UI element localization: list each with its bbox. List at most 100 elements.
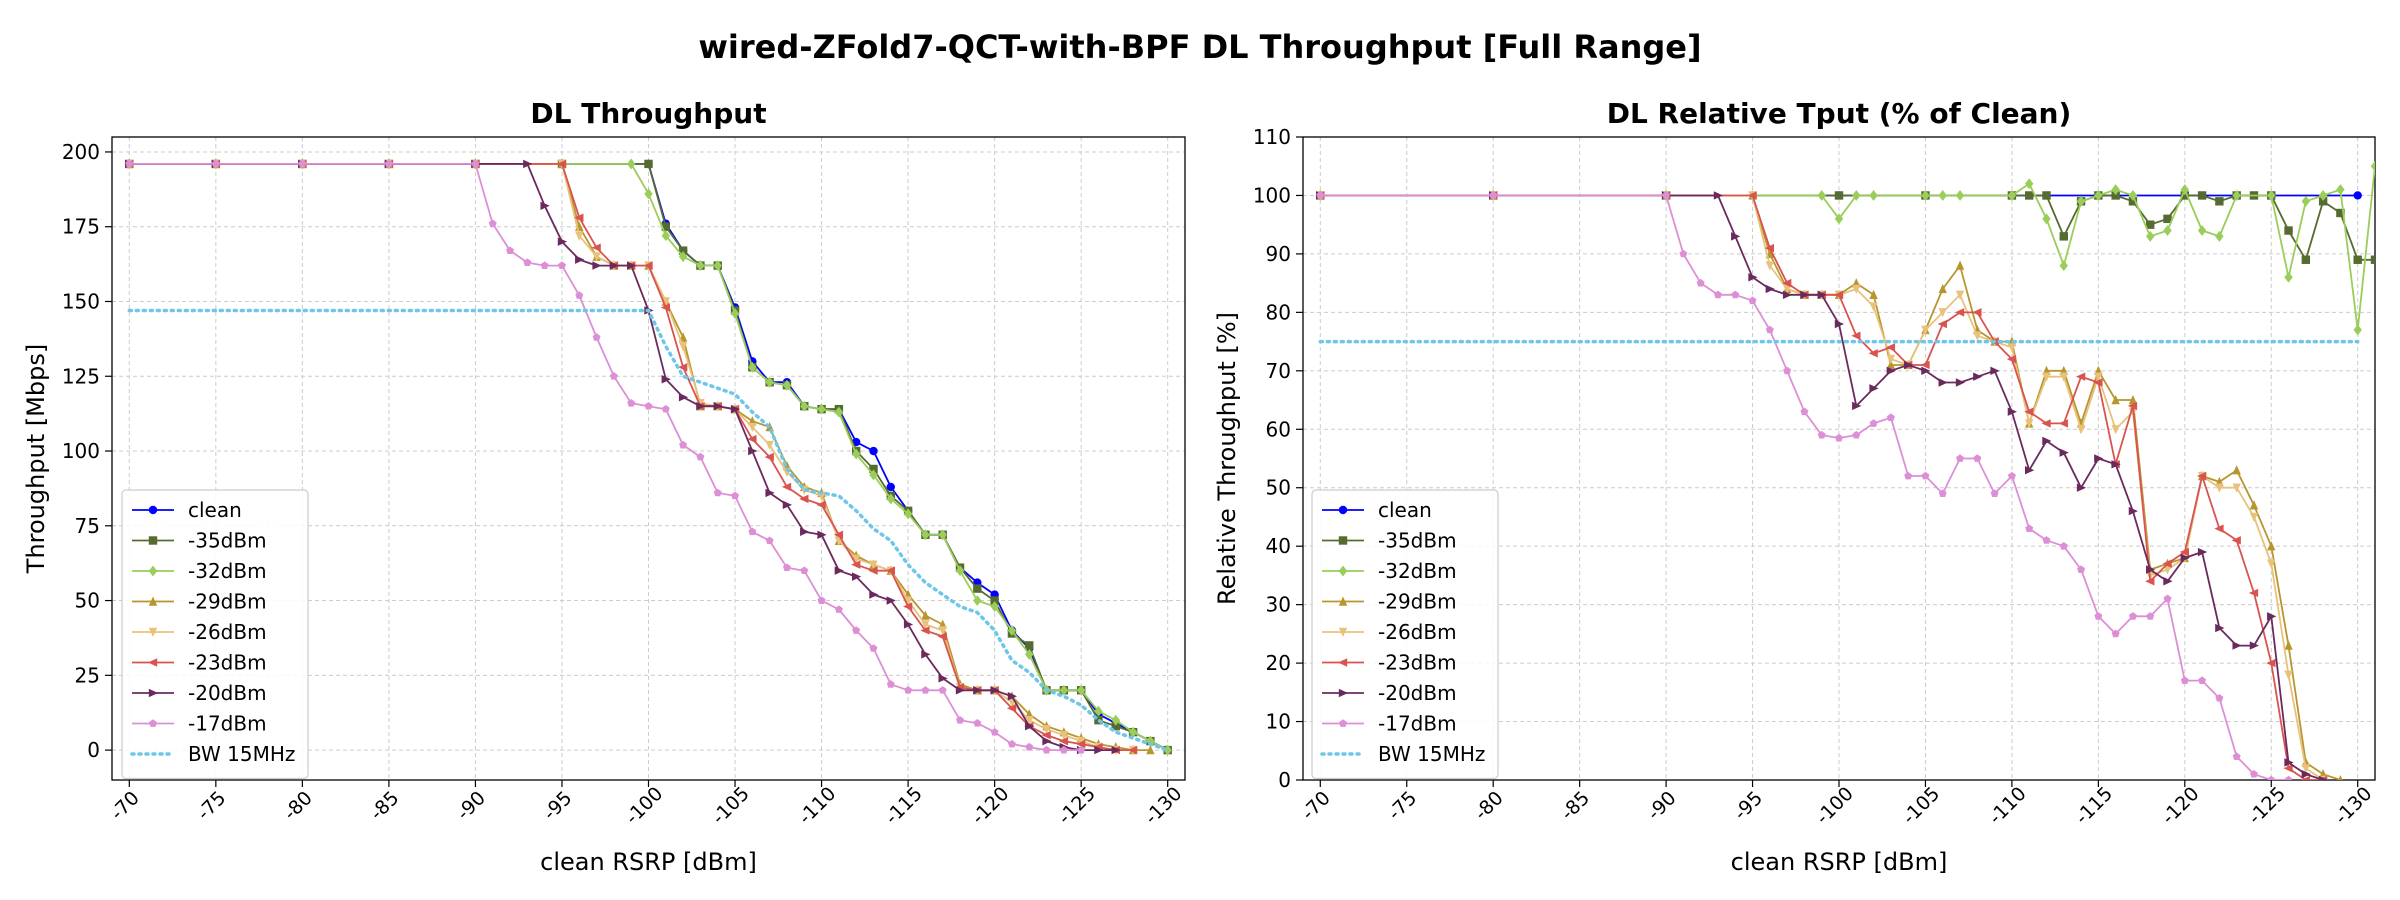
x-tick-label: -130 bbox=[1140, 783, 1186, 829]
data-point bbox=[1765, 325, 1774, 334]
data-point bbox=[1800, 407, 1809, 416]
data-point bbox=[1990, 366, 2000, 376]
data-point bbox=[1058, 736, 1069, 746]
data-point bbox=[1782, 278, 1792, 288]
data-point bbox=[1059, 684, 1069, 696]
data-point bbox=[1938, 283, 1947, 294]
legend-label: -23dBm bbox=[188, 651, 267, 675]
data-point bbox=[2197, 225, 2207, 236]
data-point bbox=[1006, 704, 1017, 713]
data-point bbox=[2301, 769, 2311, 779]
data-point bbox=[661, 222, 671, 231]
data-point bbox=[903, 596, 913, 606]
data-point bbox=[868, 566, 878, 575]
legend-marker bbox=[148, 536, 158, 545]
data-point bbox=[781, 482, 792, 492]
data-point bbox=[2059, 232, 2068, 241]
data-point bbox=[973, 584, 982, 593]
data-point bbox=[2283, 764, 2293, 773]
data-point bbox=[575, 255, 585, 264]
data-point bbox=[921, 686, 930, 694]
data-point bbox=[869, 464, 878, 474]
data-point bbox=[2162, 559, 2172, 568]
y-tick-label: 0 bbox=[1278, 768, 1291, 792]
data-point bbox=[2111, 425, 2120, 435]
data-point bbox=[1973, 454, 1982, 462]
data-point bbox=[1679, 249, 1688, 258]
data-point bbox=[2025, 524, 2034, 533]
data-point bbox=[2007, 471, 2016, 480]
data-point bbox=[713, 260, 722, 272]
data-point bbox=[748, 361, 757, 373]
data-point bbox=[1972, 308, 1982, 317]
data-point bbox=[2232, 189, 2241, 201]
data-point bbox=[886, 596, 896, 605]
data-point bbox=[885, 566, 895, 575]
data-point bbox=[1886, 366, 1896, 376]
y-tick-label: 110 bbox=[1253, 125, 1291, 149]
data-point bbox=[730, 404, 741, 414]
x-tick-label: -100 bbox=[621, 783, 667, 829]
legend-label: -17dBm bbox=[1378, 712, 1457, 736]
data-point bbox=[1886, 354, 1896, 365]
data-point bbox=[2300, 775, 2311, 780]
data-point bbox=[886, 482, 895, 492]
x-tick-label: -70 bbox=[106, 787, 144, 825]
data-point bbox=[1076, 684, 1086, 696]
data-point bbox=[1869, 419, 1878, 427]
series-line bbox=[129, 163, 1082, 751]
data-point bbox=[1921, 325, 1930, 335]
legend-item: -17dBm bbox=[132, 712, 267, 736]
y-tick-label: 80 bbox=[1266, 300, 1291, 324]
data-point bbox=[2267, 189, 2276, 201]
data-point bbox=[1731, 290, 1740, 299]
data-point bbox=[2093, 378, 2103, 387]
data-point bbox=[731, 491, 740, 500]
data-point bbox=[1128, 726, 1138, 738]
data-point bbox=[592, 333, 601, 341]
data-point bbox=[125, 159, 134, 168]
chart-title: DL Relative Tput (% of Clean) bbox=[1607, 97, 2072, 130]
data-point bbox=[2301, 195, 2311, 207]
data-point bbox=[661, 297, 671, 307]
data-point bbox=[2249, 769, 2258, 778]
legend-item: -29dBm bbox=[1322, 590, 1457, 614]
series-line bbox=[127, 308, 1170, 752]
data-point bbox=[575, 291, 584, 299]
data-point bbox=[2111, 460, 2121, 469]
series-32dbm bbox=[1316, 160, 2375, 336]
data-point bbox=[2284, 226, 2293, 235]
data-point bbox=[2146, 220, 2155, 229]
data-point bbox=[2128, 189, 2138, 201]
data-point bbox=[1869, 384, 1879, 393]
legend-label: -26dBm bbox=[1378, 620, 1457, 644]
data-point bbox=[1921, 471, 1930, 480]
data-point bbox=[852, 626, 861, 634]
data-point bbox=[816, 500, 826, 510]
data-point bbox=[1817, 290, 1827, 300]
x-tick-label: -75 bbox=[193, 787, 231, 825]
x-tick-label: -100 bbox=[1812, 783, 1858, 829]
data-point bbox=[574, 213, 584, 222]
data-point bbox=[2128, 395, 2138, 405]
x-tick-label: -115 bbox=[2071, 783, 2117, 829]
data-point bbox=[2042, 191, 2051, 200]
data-point bbox=[782, 379, 792, 391]
data-point bbox=[1904, 471, 1913, 480]
data-point bbox=[1886, 359, 1896, 370]
data-point bbox=[1316, 191, 1325, 199]
data-point bbox=[764, 452, 774, 462]
data-point bbox=[2232, 483, 2241, 493]
data-point bbox=[2198, 676, 2207, 685]
data-point bbox=[2042, 213, 2051, 225]
data-point bbox=[2024, 191, 2034, 200]
data-point bbox=[2163, 225, 2172, 236]
data-point bbox=[661, 404, 670, 413]
data-point bbox=[1852, 430, 1861, 439]
y-tick-label: 90 bbox=[1266, 242, 1291, 266]
data-point bbox=[1938, 378, 1948, 387]
data-point bbox=[955, 686, 966, 695]
data-point bbox=[1748, 296, 1757, 305]
data-point bbox=[1025, 648, 1034, 660]
data-point bbox=[869, 560, 878, 570]
